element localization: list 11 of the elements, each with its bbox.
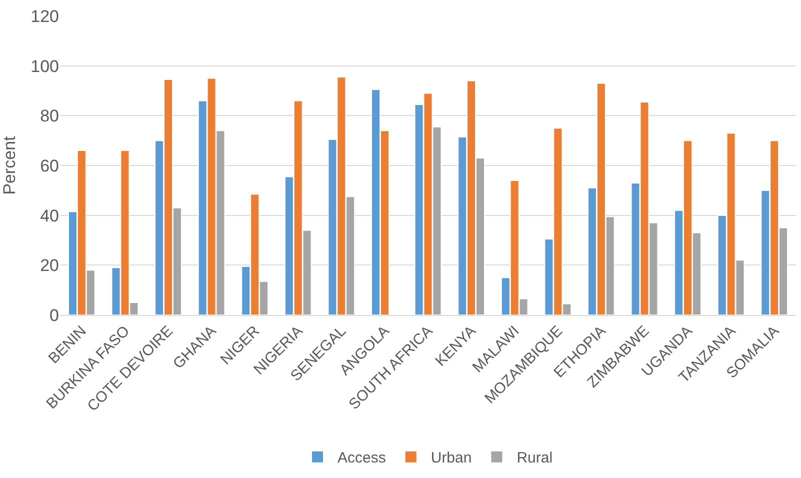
y-tick-label: 0 [50,306,59,325]
legend-label: Urban [430,450,472,467]
y-tick-label: 100 [30,56,59,76]
legend-label: Rural [516,450,553,467]
y-tick-label: 80 [40,106,59,126]
y-tick-label: 60 [40,156,59,176]
legend-label: Access [338,450,386,467]
y-tick-label: 120 [30,6,59,26]
y-tick-label: 40 [40,206,59,226]
y-tick-label: 20 [40,256,59,276]
y-axis-title: Percent [0,136,19,195]
